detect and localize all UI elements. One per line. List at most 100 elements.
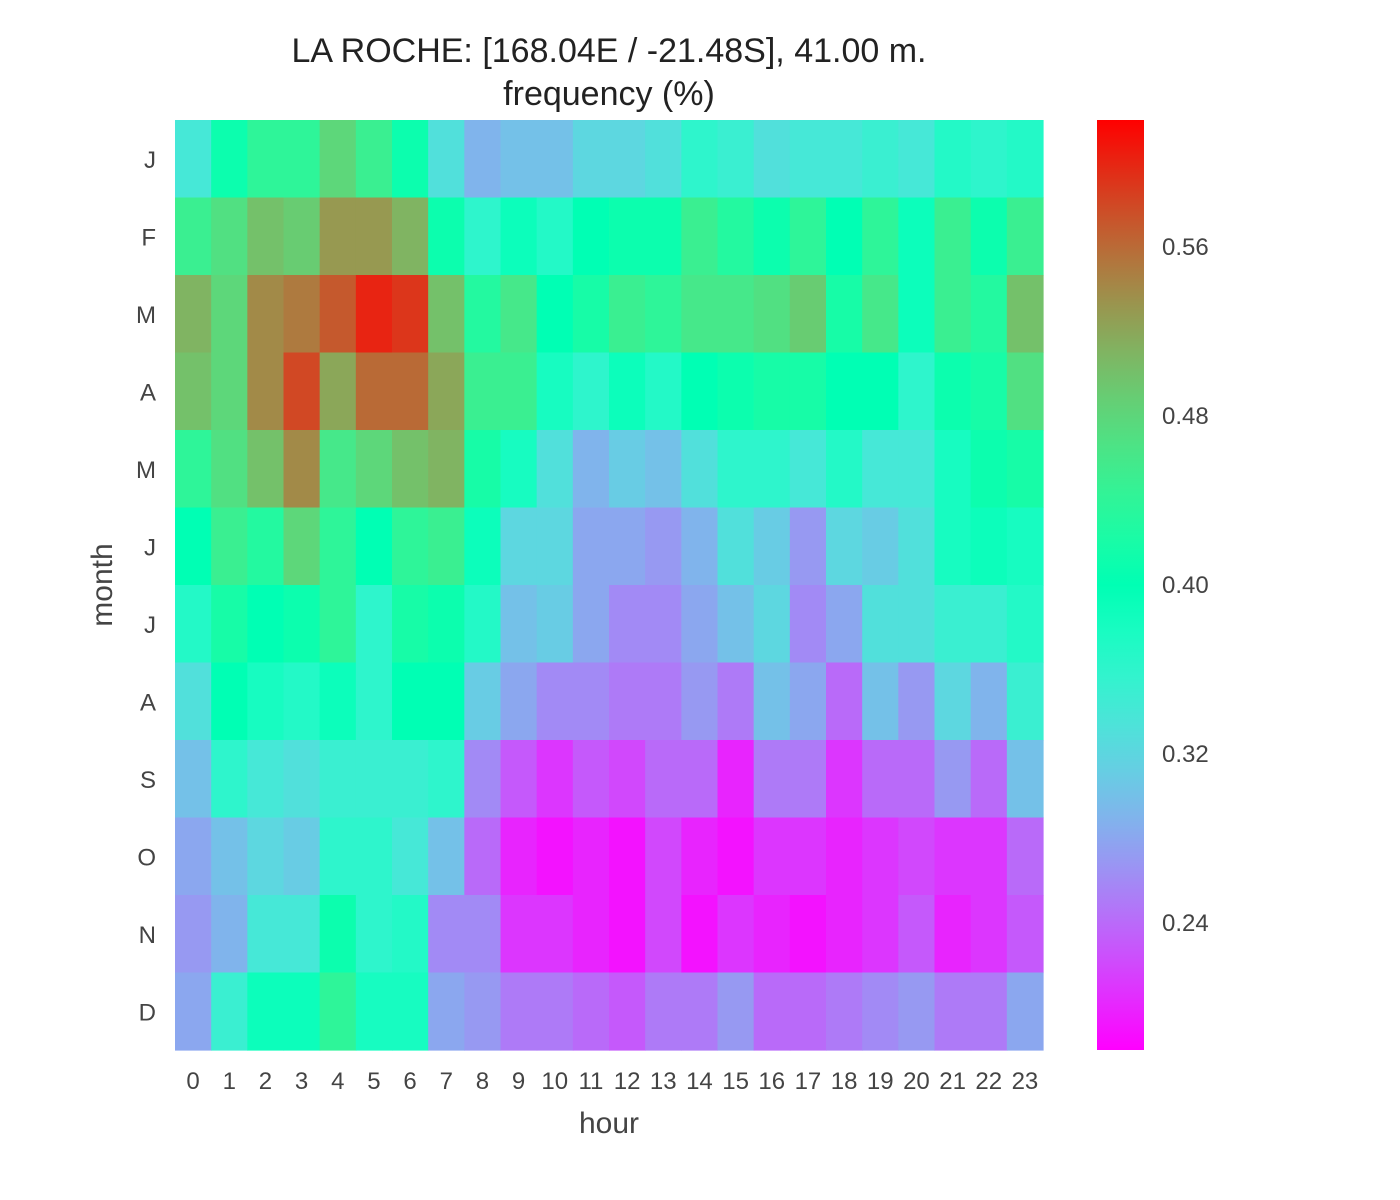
- heatmap-cell: [1006, 972, 1044, 1051]
- heatmap-cell: [1006, 507, 1044, 586]
- y-axis-label: month: [86, 543, 119, 626]
- heatmap-cell: [536, 895, 574, 974]
- heatmap-cell: [500, 817, 538, 896]
- heatmap-cell: [789, 430, 827, 509]
- heatmap-cell: [319, 662, 357, 741]
- heatmap-cell: [536, 817, 574, 896]
- heatmap-cell: [1006, 197, 1044, 276]
- heatmap-cell: [247, 740, 285, 819]
- heatmap-cell: [536, 507, 574, 586]
- heatmap-cell: [572, 430, 610, 509]
- x-tick-label: 4: [331, 1068, 344, 1095]
- heatmap-cell: [789, 585, 827, 664]
- heatmap-cell: [536, 352, 574, 431]
- x-axis-label: hour: [579, 1107, 639, 1140]
- heatmap-cell: [319, 817, 357, 896]
- heatmap-cell: [283, 662, 321, 741]
- heatmap-cell: [862, 430, 899, 509]
- heatmap-cell: [717, 740, 755, 819]
- heatmap-cell: [283, 120, 321, 199]
- colorbar: [1097, 120, 1144, 1050]
- heatmap-cell: [1006, 430, 1044, 509]
- heatmap-cell: [970, 430, 1008, 509]
- heatmap-cell: [211, 662, 248, 741]
- heatmap-cell: [355, 430, 393, 509]
- heatmap-cell: [355, 817, 393, 896]
- heatmap-cell: [753, 275, 791, 354]
- heatmap-cell: [1006, 895, 1044, 974]
- colorbar-tick-label: 0.24: [1162, 910, 1209, 937]
- heatmap-cell: [247, 972, 285, 1051]
- heatmap-cell: [681, 895, 719, 974]
- heatmap-cell: [283, 585, 321, 664]
- heatmap-cell: [464, 430, 502, 509]
- heatmap-cell: [464, 817, 502, 896]
- heatmap-cell: [572, 275, 610, 354]
- heatmap-cell: [862, 352, 899, 431]
- heatmap-cell: [283, 740, 321, 819]
- heatmap-cell: [789, 275, 827, 354]
- heatmap-cell: [500, 585, 538, 664]
- heatmap-cells: [175, 120, 1044, 1051]
- heatmap-cell: [572, 740, 610, 819]
- heatmap-cell: [1006, 585, 1044, 664]
- x-tick-label: 20: [903, 1068, 930, 1095]
- heatmap-cell: [789, 352, 827, 431]
- heatmap-cell: [1006, 817, 1044, 896]
- heatmap-cell: [681, 120, 719, 199]
- heatmap-cell: [283, 430, 321, 509]
- heatmap-cell: [247, 275, 285, 354]
- heatmap-cell: [1006, 740, 1044, 819]
- heatmap-cell: [609, 817, 646, 896]
- heatmap-cell: [392, 507, 429, 586]
- heatmap-cell: [247, 662, 285, 741]
- heatmap-cell: [970, 352, 1008, 431]
- heatmap-cell: [826, 817, 863, 896]
- heatmap-cell: [175, 197, 212, 276]
- heatmap-cell: [862, 120, 899, 199]
- heatmap-cell: [970, 662, 1008, 741]
- x-tick-label: 21: [939, 1068, 966, 1095]
- heatmap-cell: [392, 197, 429, 276]
- heatmap-cell: [247, 197, 285, 276]
- heatmap-cell: [645, 430, 682, 509]
- heatmap-cell: [211, 120, 248, 199]
- heatmap-cell: [428, 740, 465, 819]
- heatmap-cell: [717, 895, 755, 974]
- heatmap-cell: [355, 972, 393, 1051]
- heatmap-cell: [862, 895, 899, 974]
- heatmap-cell: [175, 817, 212, 896]
- x-axis-ticks: 0 1 2 3 4 5 6 7 8 9 10 11 12 13 14 15 16 17 18 19 20 21 22 23: [186, 1068, 1038, 1095]
- heatmap-cell: [1006, 120, 1044, 199]
- heatmap-cell: [970, 817, 1008, 896]
- heatmap-cell: [392, 740, 429, 819]
- heatmap-cell: [319, 275, 357, 354]
- heatmap-cell: [862, 817, 899, 896]
- heatmap-cell: [970, 507, 1008, 586]
- heatmap-cell: [681, 817, 719, 896]
- heatmap-cell: [753, 430, 791, 509]
- heatmap-cell: [681, 507, 719, 586]
- heatmap-cell: [355, 507, 393, 586]
- heatmap-cell: [500, 507, 538, 586]
- heatmap-cell: [572, 507, 610, 586]
- heatmap-cell: [355, 662, 393, 741]
- heatmap-cell: [681, 740, 719, 819]
- x-tick-label: 22: [975, 1068, 1002, 1095]
- heatmap-cell: [355, 120, 393, 199]
- heatmap-cell: [1006, 662, 1044, 741]
- y-tick-label: N: [139, 922, 156, 949]
- heatmap-cell: [681, 585, 719, 664]
- heatmap-cell: [645, 507, 682, 586]
- x-tick-label: 7: [440, 1068, 453, 1095]
- heatmap-cell: [175, 662, 212, 741]
- heatmap-cell: [428, 507, 465, 586]
- heatmap-cell: [609, 430, 646, 509]
- heatmap-cell: [826, 430, 863, 509]
- heatmap-cell: [898, 817, 936, 896]
- x-tick-label: 1: [223, 1068, 236, 1095]
- x-tick-label: 10: [541, 1068, 568, 1095]
- heatmap-cell: [753, 197, 791, 276]
- heatmap-cell: [211, 740, 248, 819]
